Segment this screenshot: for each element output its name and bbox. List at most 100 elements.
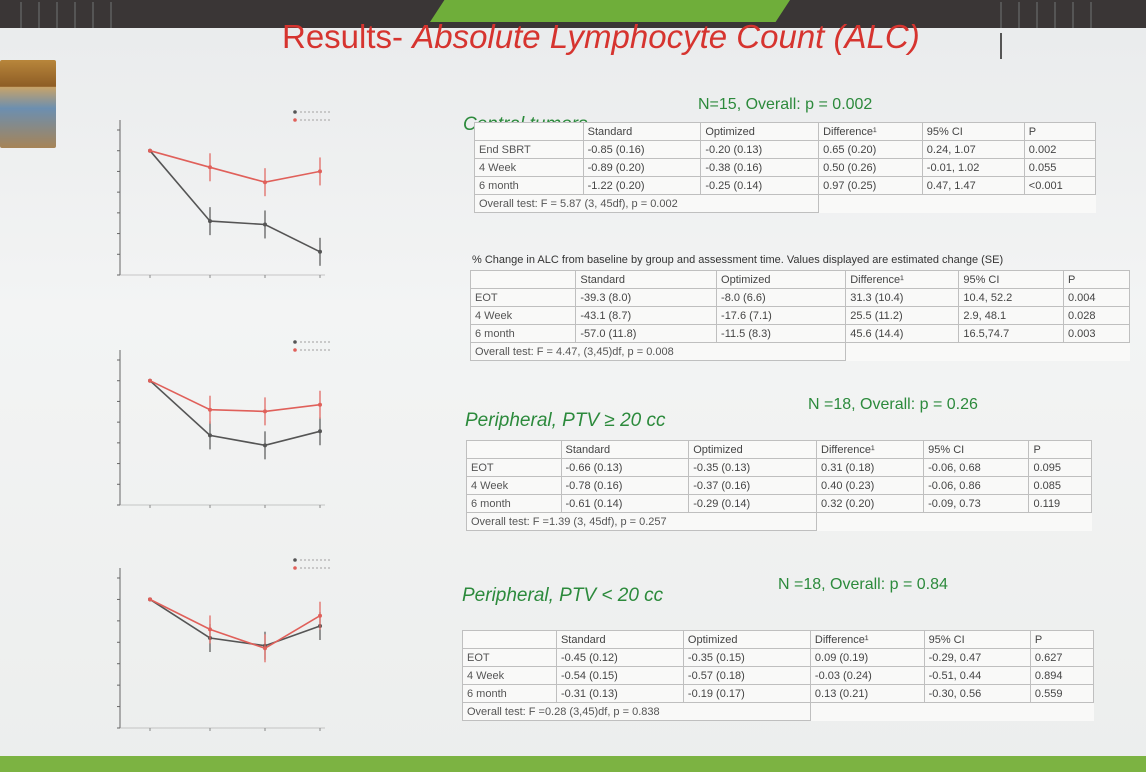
table-header-row: Standard Optimized Difference¹ 95% CI P [466,440,1092,459]
table-cell: 0.32 (0.20) [816,494,925,513]
table-cell: 10.4, 52.2 [958,288,1064,307]
data-point [208,627,212,632]
table-cell: -0.31 (0.13) [555,684,684,703]
table-cell: -0.09, 0.73 [923,494,1030,513]
pct-change-heading: % Change in ALC from baseline by group a… [472,254,1004,266]
column-header [462,630,557,649]
table-cell: 0.627 [1029,648,1095,667]
table-cell: -0.35 (0.15) [682,648,811,667]
column-header: Standard [560,440,690,459]
table-cell: -0.37 (0.16) [688,476,818,495]
table-cell: -0.78 (0.16) [560,476,690,495]
row-label: 6 month [469,324,577,343]
table-row: 6 month -0.31 (0.13) -0.19 (0.17) 0.13 (0.2… [462,684,1095,703]
column-header: Difference¹ [818,122,923,141]
column-header: Optimized [716,270,847,289]
table-cell: -0.85 (0.16) [582,140,702,159]
table-row: EOT -0.45 (0.12) -0.35 (0.15) 0.09 (0.19) -0… [462,648,1095,667]
slide-title: Results- Absolute Lymphocyte Count (ALC) [282,18,920,56]
table-cell: <0.001 [1023,176,1097,195]
data-point [318,169,322,174]
table-cell: 0.055 [1023,158,1097,177]
table-cell: 0.24, 1.07 [921,140,1025,159]
data-point [148,148,152,153]
column-header: P [1062,270,1131,289]
column-header: P [1028,440,1092,459]
peripheral-small-heading: Peripheral, PTV < 20 cc [462,585,664,606]
column-header: 95% CI [921,122,1025,141]
table-cell: -39.3 (8.0) [575,288,718,307]
data-point [148,378,152,383]
table-cell: -11.5 (8.3) [716,324,847,343]
row-label: End SBRT [474,140,584,159]
top-green-banner [430,0,790,22]
column-header [469,270,577,289]
table-cell: 0.50 (0.26) [818,158,923,177]
row-label: 6 month [462,684,557,703]
table-cell: -1.22 (0.20) [582,176,702,195]
column-header [474,122,584,141]
overall-test-row: Overall test: F = 4.47, (3,45)df, p = 0.… [469,342,1130,361]
table-cell: 0.119 [1028,494,1092,513]
table-cell: -8.0 (6.6) [716,288,847,307]
data-point [318,249,322,254]
chart-central [117,110,330,278]
table-cell: -0.29 (0.14) [688,494,818,513]
column-header: 95% CI [923,440,1030,459]
table-cell: -0.06, 0.68 [923,458,1030,477]
legend-marker [293,340,297,344]
data-point [208,407,212,412]
title-prefix: Results- [282,18,413,55]
peripheral-large-table: Standard Optimized Difference¹ 95% CI P EOT -0… [465,440,1092,531]
overall-test-row: Overall test: F =0.28 (3,45)df, p = 0.83… [462,702,1094,721]
table-cell: 45.6 (14.4) [845,324,960,343]
overall-test-row: Overall test: F = 5.87 (3, 45df), p = 0.… [473,194,1096,213]
table-cell: -0.29, 0.47 [923,648,1031,667]
top-ticks-left [20,2,140,42]
column-header: Optimized [688,440,818,459]
legend-marker [293,110,297,114]
table-cell: 0.085 [1028,476,1092,495]
column-header: 95% CI [923,630,1031,649]
table-cell: 0.40 (0.23) [816,476,925,495]
data-point [208,219,212,224]
table-header-row: Standard Optimized Difference¹ 95% CI P [469,270,1131,289]
table-cell: -17.6 (7.1) [716,306,847,325]
series-line [149,598,321,647]
row-label: 4 Week [466,476,562,495]
table-cell: 2.9, 48.1 [958,306,1064,325]
data-point [263,180,267,185]
table-cell: -0.20 (0.13) [700,140,820,159]
table-cell: 0.002 [1023,140,1097,159]
table-cell: -0.03 (0.24) [809,666,925,685]
legend-marker [293,348,297,352]
table-row: EOT -0.66 (0.13) -0.35 (0.13) 0.31 (0.18) -0… [466,458,1092,477]
table-cell: 16.5,74.7 [958,324,1064,343]
table-cell: -0.89 (0.20) [582,158,702,177]
table-cell: -0.45 (0.12) [555,648,684,667]
table-cell: -0.51, 0.44 [923,666,1031,685]
table-cell: -57.0 (11.8) [575,324,718,343]
pct-change-table: Standard Optimized Difference¹ 95% CI P EOT -3… [469,270,1131,361]
data-point [263,646,267,651]
table-cell: -0.25 (0.14) [700,176,820,195]
column-header [466,440,562,459]
table-row: 6 month -57.0 (11.8) -11.5 (8.3) 45.6 (14.4… [469,324,1131,343]
table-cell: -0.01, 1.02 [921,158,1025,177]
table-cell: 0.095 [1028,458,1092,477]
legend-marker [293,558,297,562]
table-cell: 0.003 [1062,324,1131,343]
column-header: Difference¹ [816,440,925,459]
data-point [318,429,322,434]
table-cell: -0.19 (0.17) [682,684,811,703]
table-cell: 0.09 (0.19) [809,648,925,667]
table-cell: 0.13 (0.21) [809,684,925,703]
column-header: 95% CI [958,270,1064,289]
table-cell: 0.559 [1029,684,1095,703]
table-cell: 0.97 (0.25) [818,176,923,195]
table-cell: 0.004 [1062,288,1131,307]
table-row: 4 Week -0.54 (0.15) -0.57 (0.18) -0.03 (0.2… [462,666,1095,685]
table-header-row: Standard Optimized Difference¹ 95% CI P [462,630,1095,649]
bottom-bar [0,756,1146,772]
